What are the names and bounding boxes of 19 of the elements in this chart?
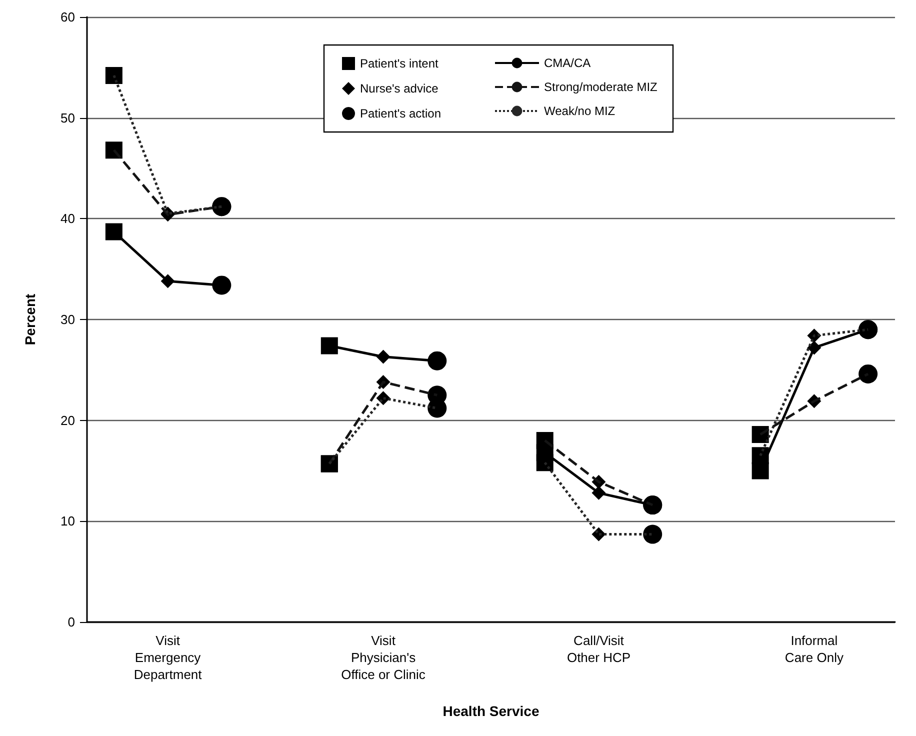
y-tick-label: 20 xyxy=(60,412,75,428)
legend-label: Patient's intent xyxy=(360,56,440,70)
legend-label: Weak/no MIZ xyxy=(544,104,616,118)
y-tick-label: 40 xyxy=(60,211,75,226)
legend-label: Nurse's advice xyxy=(360,82,439,96)
y-tick-label: 0 xyxy=(68,614,75,630)
x-axis-title: Health Service xyxy=(442,703,540,719)
y-axis-title: Percent xyxy=(22,293,38,346)
x-tick-label: Visit Emergency Department xyxy=(134,633,202,682)
x-tick-label: Visit Physician's Office or Clinic xyxy=(341,633,426,682)
y-tick-label: 50 xyxy=(60,110,75,126)
legend-label: CMA/CA xyxy=(544,56,591,70)
legend-label: Strong/moderate MIZ xyxy=(544,80,658,94)
x-tick-label: Call/Visit Other HCP xyxy=(566,633,631,665)
y-tick-label: 60 xyxy=(60,10,75,24)
y-tick-label: 30 xyxy=(60,312,75,327)
legend-label: Patient's action xyxy=(360,106,442,120)
y-tick-label: 10 xyxy=(60,514,75,529)
x-tick-label: Informal Care Only xyxy=(784,633,844,665)
